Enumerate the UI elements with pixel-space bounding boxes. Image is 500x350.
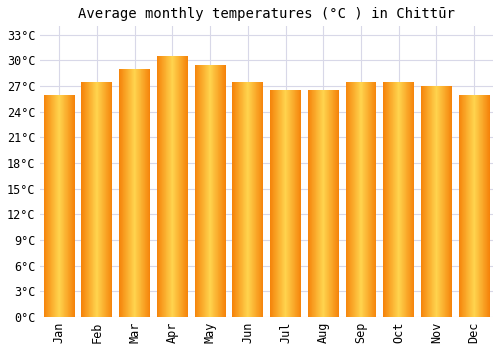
Title: Average monthly temperatures (°C ) in Chittūr: Average monthly temperatures (°C ) in Ch…: [78, 7, 455, 21]
